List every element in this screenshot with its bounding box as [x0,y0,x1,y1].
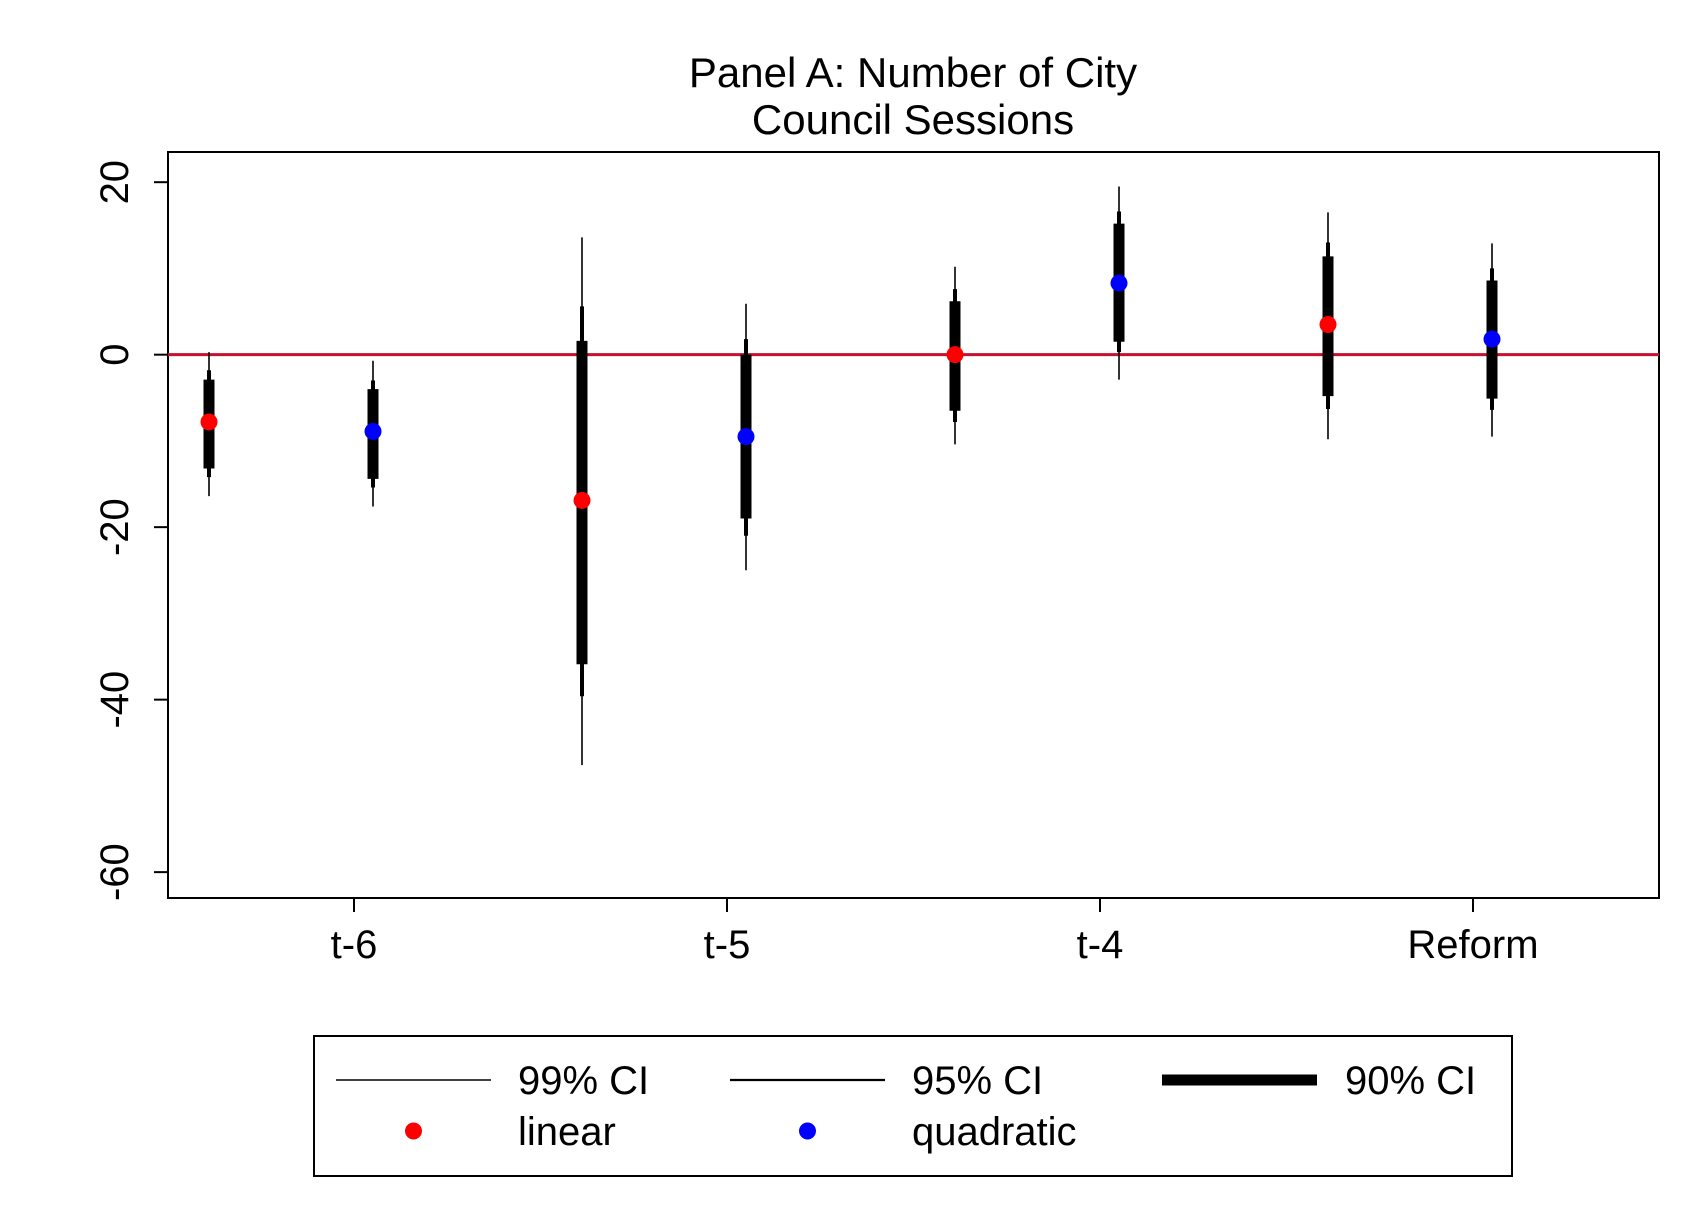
legend-label: 90% CI [1345,1059,1476,1103]
legend: 99% CI 95% CI 90% CI linear quadratic [313,1035,1513,1177]
x-tick-label: t-6 [331,923,378,967]
y-tick-label: -20 [93,498,137,556]
quadratic-point [1483,330,1501,348]
quadratic-point [737,428,755,446]
linear-point [946,346,964,364]
chart-marks [200,186,1501,766]
y-tick-label: 0 [93,344,137,366]
legend-box [313,1035,1513,1177]
legend-swatch-dot [405,1122,422,1140]
linear-point [573,491,591,509]
chart-title-line-1: Panel A: Number of City [689,49,1137,96]
plot-area-frame [167,151,1660,899]
y-tick-label: 20 [93,160,137,205]
chart-title-line-2: Council Sessions [752,96,1074,143]
legend-label: linear [518,1110,616,1154]
legend-swatch-dot [799,1122,816,1140]
legend-label: 99% CI [518,1059,649,1103]
y-axis: 20 0 -20 -40 -60 [93,160,168,901]
quadratic-point [1110,274,1128,292]
x-axis: t-6 t-5 t-4 Reform [331,898,1539,967]
y-tick-label: -60 [93,843,137,901]
chart-title: Panel A: Number of City Council Sessions [689,49,1137,143]
linear-point [1319,315,1337,333]
x-tick-label: t-5 [704,923,751,967]
quadratic-point [364,422,382,440]
x-tick-label: Reform [1407,923,1538,967]
y-tick-label: -40 [93,671,137,729]
linear-point [200,413,218,431]
legend-label: 95% CI [912,1059,1043,1103]
legend-label: quadratic [912,1110,1077,1154]
x-tick-label: t-4 [1077,923,1124,967]
